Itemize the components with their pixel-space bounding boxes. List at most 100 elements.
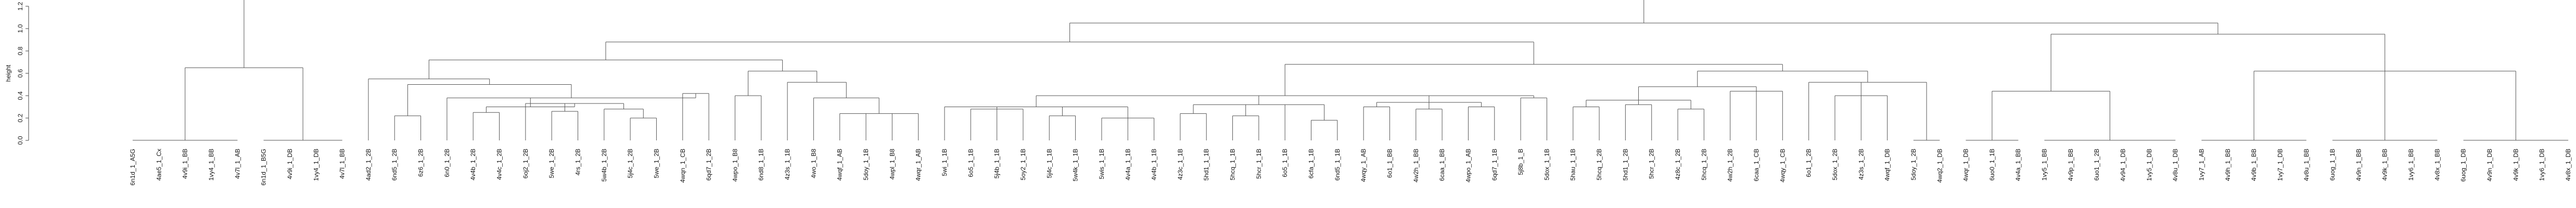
- leaf-label: 5oy2_1_1B: [1019, 149, 1027, 180]
- leaf-label: 1vy5_1_DB: [2146, 149, 2153, 181]
- leaf-label: 6uo0_1_1B: [1988, 149, 1996, 180]
- leaf-label: 4wqf_1_DB: [1884, 149, 1891, 181]
- dendrogram-branches: [132, 0, 2569, 141]
- leaf-label: 4v4b_1_1B: [1151, 149, 1158, 180]
- leaf-label: 5doy_1_2B: [1910, 149, 1917, 180]
- leaf-label: 5we_1_2B: [548, 149, 555, 178]
- leaf-label: 4v4b_1_2B: [469, 149, 477, 180]
- leaf-label: 5hcq_1_2B: [1596, 149, 1603, 180]
- leaf-label: 6nd8_1_1B: [758, 149, 765, 180]
- leaf-label: 4v8u_1_DB: [2172, 149, 2179, 181]
- leaf-label: 5hd1_1_1B: [1203, 149, 1210, 180]
- leaf-label: 1vy6_1_BB: [2407, 149, 2415, 180]
- leaf-label: 6uog_1_1B: [2329, 149, 2336, 180]
- leaf-label: 4wqn_1_CB: [679, 149, 686, 183]
- leaf-label: 5hau_1_1B: [1570, 149, 1577, 180]
- leaf-label: 4v9k_1_DB: [2512, 149, 2519, 181]
- leaf-label: 5j4c_1_1B: [1045, 149, 1053, 178]
- leaf-label: 4wq2_1_DB: [1936, 149, 1943, 183]
- leaf-label: 5wis_1_1B: [1098, 149, 1105, 179]
- leaf-label: 1vy7_1_AB: [2198, 149, 2205, 180]
- leaf-label: 6n1d_1_B5G: [260, 149, 267, 186]
- leaf-label: 4wqf_1_AB: [836, 149, 844, 180]
- leaf-label: 4v8u_1_BB: [2303, 149, 2310, 181]
- leaf-label: 4v9k_1_BB: [2381, 149, 2389, 180]
- leaf-label: 4v94_1_DB: [2120, 149, 2127, 181]
- leaf-labels: 6n1d_1_A5G 4ae5_1_Cx 4v9i_1_BB 1vy4_1_BB 4v7…: [129, 149, 2572, 186]
- leaf-label: 6cfa_1_1B: [1308, 149, 1315, 178]
- leaf-label: 5j4c_1_2B: [627, 149, 634, 178]
- leaf-label: 4v4a_1_1B: [1124, 149, 1131, 180]
- leaf-label: 6caa_1_CB: [1753, 149, 1760, 181]
- leaf-label: 5hcq_1_2B: [1700, 149, 1707, 180]
- leaf-label: 4v4c_1_2B: [496, 149, 503, 180]
- leaf-label: 5hcr_1_2B: [1648, 149, 1655, 179]
- leaf-label: 4ae5_1_Cx: [155, 149, 162, 180]
- leaf-label: 4ad2_1_2B: [365, 149, 372, 180]
- leaf-label: 5dox_1_2B: [1831, 149, 1839, 180]
- leaf-label: 5j8b_1_B: [1517, 149, 1524, 175]
- leaf-label: 5w4k_1_1B: [1072, 149, 1079, 181]
- leaf-label: 4v7l_1_AB: [234, 149, 241, 179]
- leaf-label: 6n1d_1_A5G: [129, 149, 136, 186]
- leaf-label: 5hcq_1_1B: [1229, 149, 1236, 180]
- leaf-label: 4v9h_1_BB: [2224, 149, 2231, 181]
- y-tick-label: 0.4: [17, 91, 24, 100]
- leaf-label: 6o1_1_BB: [1386, 149, 1393, 178]
- leaf-label: 5hcr_1_1B: [1255, 149, 1263, 179]
- leaf-label: 6nd5_1_2B: [391, 149, 398, 180]
- leaf-label: 4wqr_1_AB: [915, 149, 922, 181]
- leaf-label: 4v9b_1_BB: [2250, 149, 2258, 181]
- leaf-label: 4v4a_1_BB: [2014, 149, 2022, 181]
- leaf-label: 4wo_1_B8: [810, 149, 817, 178]
- leaf-label: 5w4b_1_2B: [601, 149, 608, 181]
- leaf-label: 6uog_1_DB: [2460, 149, 2467, 181]
- leaf-label: 5we_1_2B: [653, 149, 660, 178]
- leaf-label: 4wqy_1_AB: [1360, 149, 1367, 182]
- y-axis-title: height: [5, 64, 12, 82]
- leaf-label: 6n0_1_2B: [443, 149, 451, 177]
- leaf-label: 4v8x_1_DB: [2565, 149, 2572, 181]
- leaf-label: 5wi_1_1B: [941, 149, 948, 176]
- leaf-label: 5hd1_1_2B: [1622, 149, 1629, 180]
- leaf-label: 4v9i_1_BB: [182, 149, 189, 179]
- leaf-label: 4w2h_1_2B: [1727, 149, 1734, 181]
- leaf-label: 4z3c_1_1B: [1177, 149, 1184, 180]
- leaf-label: 4z8c_1_2B: [1674, 149, 1681, 180]
- leaf-label: 1vy5_1_BB: [2041, 149, 2048, 180]
- y-axis: 0.0 0.2 0.4 0.6 0.8 1.0 1.2: [17, 2, 29, 145]
- leaf-label: 5dox_1_1B: [1543, 149, 1550, 180]
- leaf-label: 4w2h_1_BB: [1412, 149, 1420, 183]
- leaf-label: 6z6_1_2B: [417, 149, 425, 177]
- leaf-label: 4wpo_1_B8: [731, 149, 738, 182]
- y-tick-label: 0.2: [17, 113, 24, 122]
- y-tick-label: 0.8: [17, 46, 24, 55]
- leaf-label: 6o5_1_1B: [967, 149, 974, 177]
- leaf-label: 6qd7_1_2B: [705, 149, 712, 180]
- leaf-label: 4z3s_1_1B: [784, 149, 791, 180]
- leaf-label: 4v9p_1_BB: [2067, 149, 2074, 181]
- leaf-label: 4rs_1_2B: [574, 149, 581, 175]
- y-tick-label: 1.2: [17, 2, 24, 10]
- leaf-label: 4wqr_1_DB: [1962, 149, 1970, 181]
- leaf-label: 6qd7_1_1B: [1491, 149, 1498, 180]
- leaf-label: 4wpo_1_AB: [1464, 149, 1472, 183]
- leaf-label: 4v9n_1_BB: [2355, 149, 2362, 181]
- y-tick-label: 0.6: [17, 69, 24, 77]
- leaf-label: 4v9i_1_DB: [286, 149, 294, 179]
- leaf-label: 5j4b_1_1B: [993, 149, 1001, 178]
- leaf-label: 4v9n_1_DB: [2486, 149, 2493, 181]
- leaf-label: 4v7l_1_BB: [339, 149, 346, 179]
- leaf-label: 6nd5_1_1B: [1334, 149, 1341, 180]
- y-tick-label: 1.0: [17, 24, 24, 33]
- leaf-label: 1vy4_1_DB: [312, 149, 320, 181]
- leaf-label: 6uo1_1_2B: [2093, 149, 2100, 180]
- leaf-label: 6o5_1_1B: [1281, 149, 1289, 177]
- leaf-label: 1vy7_1_DB: [2276, 149, 2284, 181]
- leaf-label: 5doy_1_1B: [862, 149, 870, 180]
- leaf-label: 4wqy_1_CB: [1779, 149, 1786, 183]
- y-tick-label: 0.0: [17, 136, 24, 145]
- leaf-label: 4z3s_1_2B: [1857, 149, 1865, 180]
- leaf-label: 4v8x_1_BB: [2433, 149, 2441, 180]
